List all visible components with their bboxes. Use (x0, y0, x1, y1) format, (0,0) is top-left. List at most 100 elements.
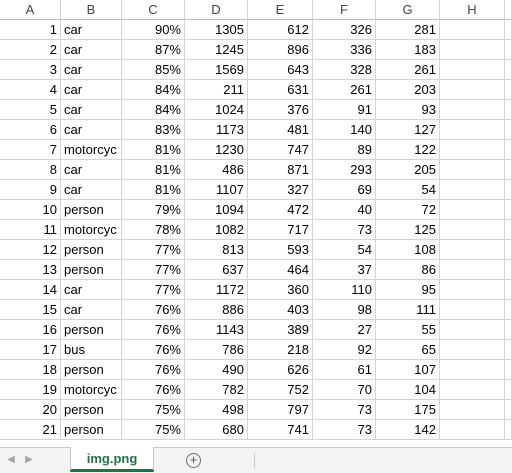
cell-d8[interactable]: 486 (185, 160, 248, 180)
cell-e3[interactable]: 643 (248, 60, 313, 80)
cell-f9[interactable]: 69 (313, 180, 376, 200)
cell-g3[interactable]: 261 (376, 60, 440, 80)
cell-a19[interactable]: 19 (0, 380, 61, 400)
cell-c2[interactable]: 87% (122, 40, 185, 60)
cell-e18[interactable]: 626 (248, 360, 313, 380)
cell-f11[interactable]: 73 (313, 220, 376, 240)
cell-h7[interactable] (440, 140, 505, 160)
column-header-d[interactable]: D (185, 0, 248, 20)
cell-c7[interactable]: 81% (122, 140, 185, 160)
cell-f3[interactable]: 328 (313, 60, 376, 80)
cell-g16[interactable]: 55 (376, 320, 440, 340)
cell-d15[interactable]: 886 (185, 300, 248, 320)
cell-c18[interactable]: 76% (122, 360, 185, 380)
cell-e13[interactable]: 464 (248, 260, 313, 280)
cell-h12[interactable] (440, 240, 505, 260)
cell-a20[interactable]: 20 (0, 400, 61, 420)
cell-f8[interactable]: 293 (313, 160, 376, 180)
cell-a12[interactable]: 12 (0, 240, 61, 260)
cell-b1[interactable]: car (61, 20, 122, 40)
column-header-e[interactable]: E (248, 0, 313, 20)
cell-d19[interactable]: 782 (185, 380, 248, 400)
cell-e6[interactable]: 481 (248, 120, 313, 140)
cell-f16[interactable]: 27 (313, 320, 376, 340)
column-header-g[interactable]: G (376, 0, 440, 20)
cell-f2[interactable]: 336 (313, 40, 376, 60)
cell-a4[interactable]: 4 (0, 80, 61, 100)
cell-a21[interactable]: 21 (0, 420, 61, 440)
cell-h20[interactable] (440, 400, 505, 420)
cell-h10[interactable] (440, 200, 505, 220)
cell-h15[interactable] (440, 300, 505, 320)
cell-e16[interactable]: 389 (248, 320, 313, 340)
cell-c4[interactable]: 84% (122, 80, 185, 100)
cell-h13[interactable] (440, 260, 505, 280)
cell-f1[interactable]: 326 (313, 20, 376, 40)
cell-d9[interactable]: 1107 (185, 180, 248, 200)
cell-g20[interactable]: 175 (376, 400, 440, 420)
cell-e11[interactable]: 717 (248, 220, 313, 240)
cell-b9[interactable]: car (61, 180, 122, 200)
cell-g6[interactable]: 127 (376, 120, 440, 140)
cell-c17[interactable]: 76% (122, 340, 185, 360)
cell-f13[interactable]: 37 (313, 260, 376, 280)
cell-b19[interactable]: motorcyc (61, 380, 122, 400)
cell-f10[interactable]: 40 (313, 200, 376, 220)
cell-f20[interactable]: 73 (313, 400, 376, 420)
cell-g13[interactable]: 86 (376, 260, 440, 280)
cell-e15[interactable]: 403 (248, 300, 313, 320)
cell-c16[interactable]: 76% (122, 320, 185, 340)
cell-e5[interactable]: 376 (248, 100, 313, 120)
cell-d1[interactable]: 1305 (185, 20, 248, 40)
cell-c14[interactable]: 77% (122, 280, 185, 300)
cell-a6[interactable]: 6 (0, 120, 61, 140)
cell-b5[interactable]: car (61, 100, 122, 120)
cell-a16[interactable]: 16 (0, 320, 61, 340)
cell-c15[interactable]: 76% (122, 300, 185, 320)
cell-h5[interactable] (440, 100, 505, 120)
cell-c6[interactable]: 83% (122, 120, 185, 140)
cell-g9[interactable]: 54 (376, 180, 440, 200)
cell-f15[interactable]: 98 (313, 300, 376, 320)
cell-h9[interactable] (440, 180, 505, 200)
cell-c20[interactable]: 75% (122, 400, 185, 420)
cell-e1[interactable]: 612 (248, 20, 313, 40)
cell-f17[interactable]: 92 (313, 340, 376, 360)
cell-g1[interactable]: 281 (376, 20, 440, 40)
cell-h17[interactable] (440, 340, 505, 360)
cell-f19[interactable]: 70 (313, 380, 376, 400)
column-header-f[interactable]: F (313, 0, 376, 20)
cell-c1[interactable]: 90% (122, 20, 185, 40)
cell-h18[interactable] (440, 360, 505, 380)
cell-f6[interactable]: 140 (313, 120, 376, 140)
column-header-b[interactable]: B (61, 0, 122, 20)
cell-a10[interactable]: 10 (0, 200, 61, 220)
cell-d7[interactable]: 1230 (185, 140, 248, 160)
cell-d4[interactable]: 211 (185, 80, 248, 100)
cell-a2[interactable]: 2 (0, 40, 61, 60)
cell-d13[interactable]: 637 (185, 260, 248, 280)
cell-c19[interactable]: 76% (122, 380, 185, 400)
cell-a7[interactable]: 7 (0, 140, 61, 160)
cell-b11[interactable]: motorcyc (61, 220, 122, 240)
cell-e17[interactable]: 218 (248, 340, 313, 360)
cell-d5[interactable]: 1024 (185, 100, 248, 120)
cell-f21[interactable]: 73 (313, 420, 376, 440)
cell-d18[interactable]: 490 (185, 360, 248, 380)
cell-b7[interactable]: motorcyc (61, 140, 122, 160)
cell-f12[interactable]: 54 (313, 240, 376, 260)
plus-circle-icon[interactable]: + (186, 453, 201, 468)
cell-h14[interactable] (440, 280, 505, 300)
cell-a11[interactable]: 11 (0, 220, 61, 240)
cell-c11[interactable]: 78% (122, 220, 185, 240)
cell-h4[interactable] (440, 80, 505, 100)
cell-d17[interactable]: 786 (185, 340, 248, 360)
cell-a14[interactable]: 14 (0, 280, 61, 300)
cell-h8[interactable] (440, 160, 505, 180)
cell-b3[interactable]: car (61, 60, 122, 80)
cell-d14[interactable]: 1172 (185, 280, 248, 300)
cell-h6[interactable] (440, 120, 505, 140)
cell-e9[interactable]: 327 (248, 180, 313, 200)
cell-g17[interactable]: 65 (376, 340, 440, 360)
cell-g4[interactable]: 203 (376, 80, 440, 100)
